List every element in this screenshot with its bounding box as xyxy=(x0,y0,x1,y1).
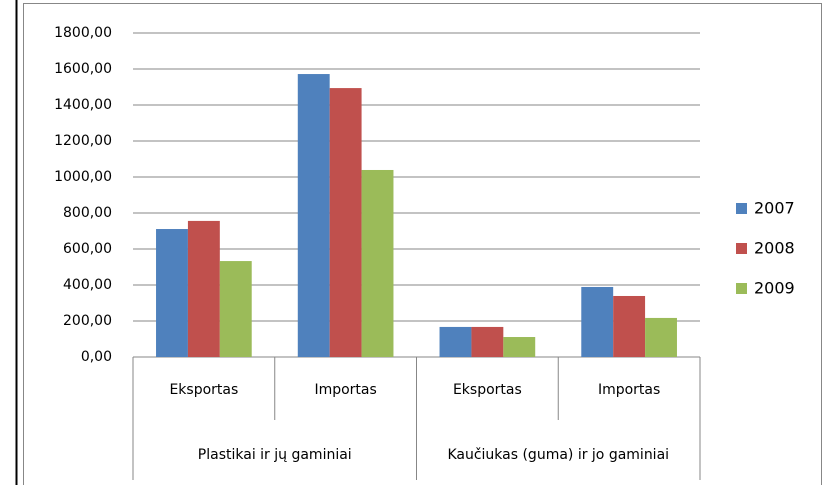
group-label: Kaučiukas (guma) ir jo gaminiai xyxy=(447,447,669,463)
y-tick-label: 200,00 xyxy=(63,313,112,329)
bar xyxy=(439,326,472,357)
x-tick-label: Importas xyxy=(598,382,660,398)
bar xyxy=(297,74,330,357)
bar xyxy=(361,169,394,357)
legend-swatch xyxy=(736,243,747,254)
bar xyxy=(156,229,188,357)
y-tick-label: 400,00 xyxy=(63,277,112,293)
legend-label: 2009 xyxy=(754,279,795,298)
y-tick-label: 1800,00 xyxy=(54,25,112,41)
y-tick-label: 1200,00 xyxy=(54,133,112,149)
y-tick-label: 1400,00 xyxy=(54,97,112,113)
y-tick-label: 800,00 xyxy=(63,205,112,221)
legend-label: 2007 xyxy=(754,199,795,218)
y-tick-label: 1600,00 xyxy=(54,61,112,77)
y-tick-label: 1000,00 xyxy=(54,169,112,185)
x-tick-label: Eksportas xyxy=(169,382,238,398)
bar xyxy=(645,317,677,357)
y-tick-label: 0,00 xyxy=(81,349,112,365)
bar xyxy=(503,337,536,357)
legend-swatch xyxy=(736,283,747,294)
bar xyxy=(471,326,504,357)
bar xyxy=(187,220,220,357)
legend-swatch xyxy=(736,203,747,214)
y-tick-label: 600,00 xyxy=(63,241,112,257)
bar xyxy=(219,261,252,357)
legend-label: 2008 xyxy=(754,239,795,258)
x-tick-label: Eksportas xyxy=(453,382,522,398)
group-label: Plastikai ir jų gaminiai xyxy=(198,447,352,463)
chart-frame xyxy=(23,3,822,485)
bar xyxy=(329,88,362,357)
x-tick-label: Importas xyxy=(314,382,376,398)
bar xyxy=(613,295,646,357)
bar xyxy=(581,286,614,357)
